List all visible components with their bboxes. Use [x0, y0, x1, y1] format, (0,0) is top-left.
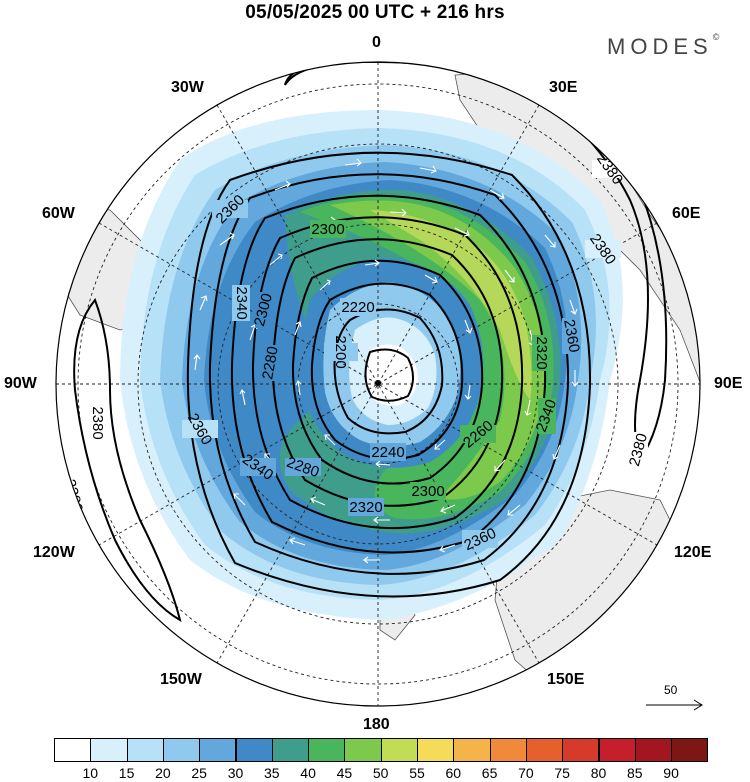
lon-label-30w: 30W [171, 79, 204, 96]
wind-reference-label: 50 [664, 683, 678, 697]
lon-label-60e: 60E [672, 205, 701, 222]
colorbar-tick-label: 25 [191, 765, 207, 781]
colorbar-tick-label: 35 [264, 765, 280, 781]
contour-label-2220: 2220 [340, 298, 376, 316]
svg-text:2300: 2300 [411, 483, 444, 500]
svg-text:2280: 2280 [259, 345, 282, 381]
colorbar-tick-label: 90 [663, 765, 679, 781]
colorbar-swatch [417, 738, 455, 762]
colorbar-swatch [598, 738, 636, 762]
colorbar-tick-label: 30 [227, 765, 244, 781]
colorbar-swatch [235, 738, 273, 762]
brand-name: MODES [607, 34, 713, 59]
contour-2260 [291, 259, 484, 485]
contour-label-2300-south: 2300 [410, 482, 446, 500]
contour-2300 [251, 216, 524, 530]
svg-text:2220: 2220 [341, 299, 374, 316]
contour-2340 [208, 173, 570, 575]
colorbar-tick-label: 50 [372, 765, 389, 781]
shade-inner-10 [366, 344, 418, 406]
map-boundary [55, 61, 701, 707]
lon-label-0: 0 [372, 34, 381, 51]
contour-label-2320-east: 2320 [532, 335, 550, 371]
contour-label-2240-west: 2340 [232, 285, 250, 321]
contour-2200 [364, 348, 414, 402]
wind-vectors-inner [294, 259, 473, 468]
contour-label-2300-north: 2300 [310, 220, 346, 238]
svg-text:2360: 2360 [560, 318, 583, 354]
contour-label-2320-south: 2320 [348, 498, 384, 516]
colorbar-swatch [489, 738, 527, 762]
colorbar-tick-label: 60 [445, 765, 462, 781]
colorbar-tick-label: 20 [155, 765, 171, 781]
contour-label-2200: 2200 [324, 335, 358, 369]
contour-2360 [186, 151, 592, 598]
contour-label-2280-south: 2280 [284, 454, 321, 481]
svg-text:2200: 2200 [332, 335, 349, 368]
shade-55 [370, 210, 532, 400]
colorbar-swatch [453, 738, 491, 762]
svg-text:2320: 2320 [533, 336, 550, 369]
wind-speed-shading [120, 110, 623, 620]
brand-mark: © [712, 32, 720, 42]
lon-label-90w: 90W [4, 375, 37, 392]
contour-label-2240-low: 2240 [370, 443, 406, 461]
wind-vectors [193, 158, 579, 564]
contour-label-2380-se: 2380 [626, 432, 651, 469]
svg-text:2240: 2240 [371, 444, 404, 461]
colorbar-tick-label: 55 [409, 765, 425, 781]
colorbar-tick-label: 80 [590, 765, 607, 781]
brand-logo: MODES© [607, 32, 720, 60]
colorbar-swatch [308, 738, 346, 762]
lon-label-120e: 120E [674, 544, 712, 561]
colorbar-swatch [344, 738, 382, 762]
lon-label-120w: 120W [33, 544, 75, 561]
colorbar-tick-label: 75 [554, 765, 570, 781]
colorbar-tick-label: 70 [518, 765, 534, 781]
map-title: 05/05/2025 00 UTC + 216 hrs [245, 2, 505, 23]
contour-label-2300-west: 2300 [251, 292, 276, 329]
colorbar-swatch [162, 738, 201, 762]
lon-label-150e: 150E [547, 671, 585, 688]
pole-marker [375, 380, 381, 386]
lon-label-90e: 90E [714, 375, 743, 392]
colorbar-tick-label: 85 [627, 765, 643, 781]
colorbar-tick-label: 15 [118, 765, 135, 781]
colorbar-swatch [634, 738, 673, 762]
colorbar-tick-label: 45 [336, 765, 353, 781]
contour-label-2380-west-a: 2380 [88, 405, 106, 441]
colorbar-tick-label: 10 [82, 765, 99, 781]
colorbar-swatch [671, 738, 709, 762]
colorbar-swatch [380, 738, 418, 762]
colorbar-swatch [90, 738, 128, 762]
colorbar-swatch [525, 738, 564, 762]
contour-2240 [310, 282, 464, 461]
contour-2380-west [73, 298, 182, 623]
lon-label-150w: 150W [160, 671, 202, 688]
svg-text:2300: 2300 [311, 221, 344, 238]
colorbar-swatch [562, 738, 600, 762]
graticule [56, 62, 700, 706]
colorbar-swatch [54, 738, 92, 762]
svg-text:2340: 2340 [233, 286, 250, 319]
contour-label-2280-west: 2280 [259, 345, 282, 381]
lon-label-60w: 60W [42, 205, 75, 222]
colorbar-tick-label: 65 [481, 765, 498, 781]
map-disc: 2200 2220 2240 2340 2260 2280 [56, 62, 700, 706]
wind-vectors-outer [193, 158, 579, 564]
colorbar-swatch [126, 738, 164, 762]
contour-label-2360-east: 2360 [560, 318, 583, 354]
svg-text:2320: 2320 [349, 499, 382, 516]
lon-label-180: 180 [363, 716, 390, 733]
colorbar-swatch [271, 738, 310, 762]
svg-text:2380: 2380 [89, 406, 106, 439]
lon-label-30e: 30E [549, 79, 578, 96]
wind-reference-arrow [646, 699, 703, 711]
colorbar-tick-label: 40 [300, 765, 316, 781]
colorbar-swatch [199, 738, 237, 762]
